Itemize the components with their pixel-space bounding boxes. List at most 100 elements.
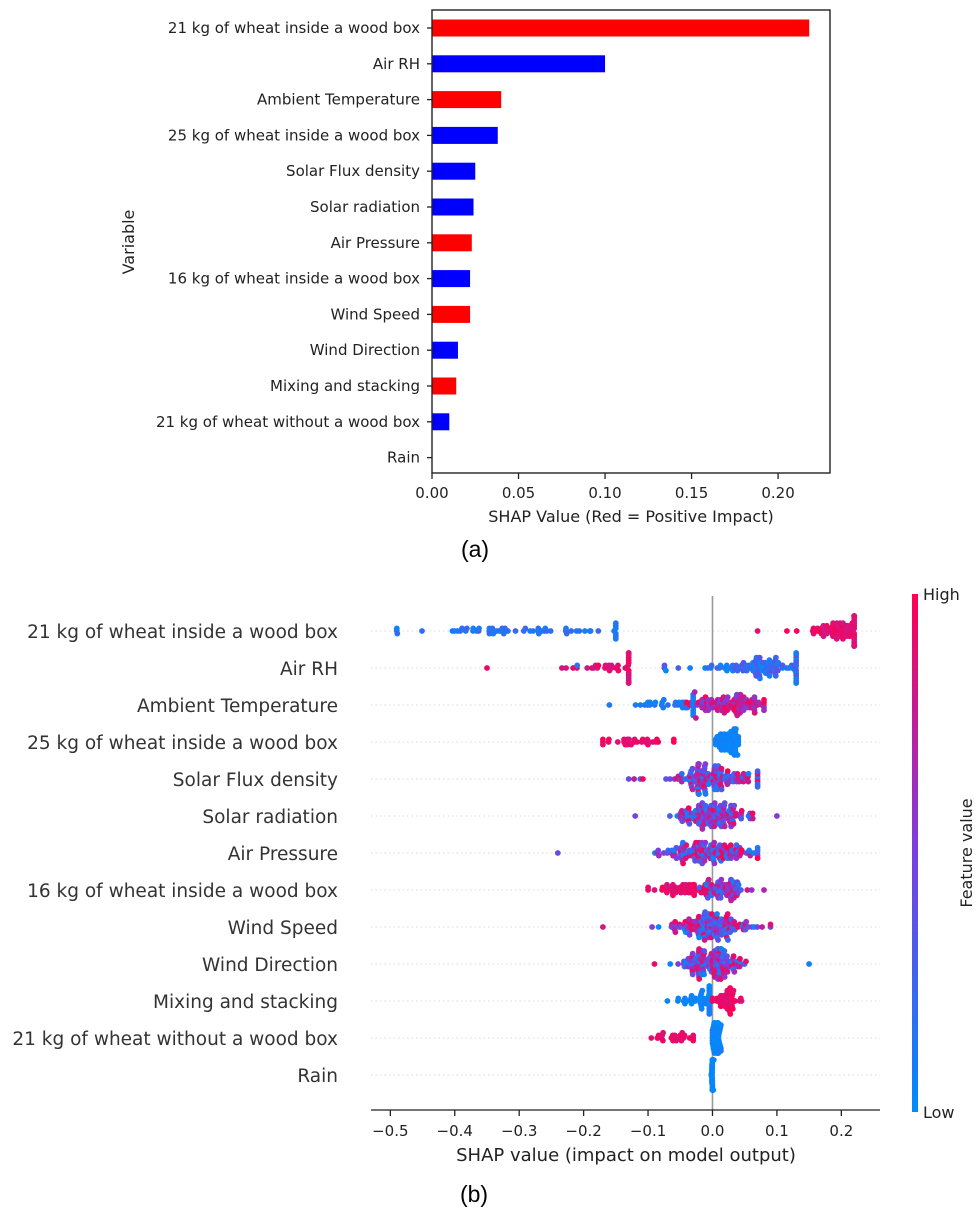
shap-point bbox=[663, 776, 669, 782]
beeswarm-points bbox=[393, 613, 858, 1093]
shap-point bbox=[761, 707, 767, 714]
shap-point bbox=[649, 924, 655, 930]
shap-point bbox=[754, 924, 761, 930]
shap-point bbox=[696, 913, 702, 920]
y-tick-label: 21 kg of wheat without a wood box bbox=[12, 1029, 338, 1050]
shap-point bbox=[773, 654, 779, 661]
shap-point bbox=[672, 929, 679, 936]
y-tick-labels: 21 kg of wheat inside a wood box Air RH Am… bbox=[12, 622, 338, 1087]
shap-point bbox=[574, 662, 581, 669]
bar bbox=[432, 55, 606, 73]
shap-point bbox=[673, 855, 680, 862]
shap-point bbox=[706, 983, 713, 989]
shap-point bbox=[724, 968, 731, 975]
shap-point bbox=[738, 807, 745, 814]
shap-point bbox=[505, 628, 511, 634]
shap-point bbox=[735, 733, 742, 740]
shap-point bbox=[530, 628, 536, 634]
shap-point bbox=[736, 963, 743, 970]
shap-point bbox=[600, 736, 606, 743]
y-tick-label: Wind Speed bbox=[331, 305, 421, 323]
shap-point bbox=[554, 850, 561, 856]
x-tick-label: −0.2 bbox=[565, 1122, 601, 1140]
shap-point bbox=[615, 662, 621, 669]
shap-point bbox=[563, 665, 569, 671]
shap-point bbox=[737, 955, 743, 962]
shap-point bbox=[595, 662, 602, 669]
shap-point bbox=[746, 847, 752, 854]
shap-point bbox=[751, 694, 758, 701]
shap-point bbox=[559, 665, 565, 671]
shap-point bbox=[512, 628, 519, 634]
shap-point bbox=[625, 776, 632, 782]
shap-point bbox=[651, 887, 658, 893]
x-axis-ticks: 0.00 0.05 0.10 0.15 0.20 bbox=[415, 473, 795, 502]
shap-point bbox=[393, 625, 400, 632]
row-gridlines bbox=[371, 630, 880, 1076]
shap-point bbox=[721, 800, 728, 806]
shap-point bbox=[672, 918, 678, 925]
shap-point bbox=[651, 961, 658, 967]
y-tick-label: 21 kg of wheat inside a wood box bbox=[168, 19, 420, 37]
bar bbox=[432, 91, 502, 109]
x-tick-label: −0.3 bbox=[501, 1122, 537, 1140]
bar bbox=[432, 305, 471, 323]
shap-point bbox=[667, 813, 673, 819]
shap-point bbox=[754, 855, 761, 862]
y-tick-label: Air Pressure bbox=[228, 844, 338, 865]
shap-point bbox=[727, 842, 734, 849]
y-tick-label: Rain bbox=[297, 1066, 338, 1087]
shap-point bbox=[734, 752, 741, 758]
x-tick-label: −0.4 bbox=[437, 1122, 473, 1140]
shap-point bbox=[686, 820, 693, 827]
shap-point bbox=[625, 650, 632, 656]
colorbar-low-label: Low bbox=[923, 1103, 955, 1122]
shap-point bbox=[689, 950, 696, 957]
shap-point bbox=[721, 948, 728, 954]
shap-point bbox=[587, 628, 594, 634]
shap-point bbox=[709, 995, 716, 1002]
shap-point bbox=[793, 680, 800, 686]
shap-point bbox=[563, 625, 569, 632]
shap-point bbox=[691, 689, 698, 695]
shap-point bbox=[751, 709, 758, 716]
shap-point bbox=[612, 635, 619, 642]
shap-point bbox=[718, 1048, 724, 1054]
shap-point bbox=[678, 770, 685, 777]
shap-point bbox=[732, 998, 738, 1004]
shap-point bbox=[665, 702, 671, 708]
shap-point bbox=[721, 823, 728, 830]
shap-point bbox=[714, 911, 720, 917]
shap-point bbox=[691, 881, 698, 888]
shap-point bbox=[696, 934, 702, 941]
shap-point bbox=[705, 876, 712, 883]
shap-point bbox=[655, 847, 662, 854]
shap-point bbox=[775, 667, 781, 674]
bar bbox=[432, 234, 472, 252]
x-axis-title: SHAP Value (Red = Positive Impact) bbox=[488, 507, 773, 526]
shap-point bbox=[710, 1057, 717, 1063]
shap-point bbox=[614, 739, 621, 745]
shap-point bbox=[626, 736, 632, 743]
shap-point bbox=[717, 894, 724, 901]
shap-point bbox=[606, 736, 612, 743]
shap-point bbox=[690, 1037, 697, 1044]
shap-point bbox=[652, 699, 659, 706]
shap-point bbox=[724, 694, 731, 701]
shap-point bbox=[690, 1032, 697, 1039]
x-tick-label: 0.15 bbox=[675, 484, 708, 502]
shap-point bbox=[730, 820, 737, 827]
x-tick-label: 0.20 bbox=[761, 484, 794, 502]
shap-point bbox=[730, 987, 737, 994]
shap-point bbox=[731, 802, 738, 809]
y-tick-label: 21 kg of wheat without a wood box bbox=[156, 413, 420, 431]
shap-point bbox=[721, 974, 728, 980]
colorbar bbox=[912, 594, 918, 1112]
shap-point bbox=[568, 628, 575, 634]
y-tick-label: Solar Flux density bbox=[286, 162, 420, 180]
shap-point bbox=[727, 855, 734, 862]
y-tick-label: 21 kg of wheat inside a wood box bbox=[27, 622, 338, 643]
shap-point bbox=[689, 971, 696, 978]
shap-point bbox=[675, 995, 682, 1002]
